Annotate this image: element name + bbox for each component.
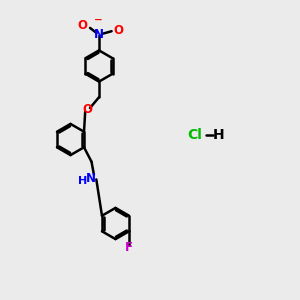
Text: N: N <box>86 172 96 185</box>
Text: −: − <box>94 14 103 25</box>
Text: O: O <box>77 19 87 32</box>
Text: H: H <box>78 176 87 186</box>
Text: N: N <box>94 28 104 41</box>
Text: O: O <box>82 103 93 116</box>
Text: H: H <box>213 128 225 142</box>
Text: F: F <box>125 241 133 254</box>
Text: Cl: Cl <box>188 128 202 142</box>
Text: O: O <box>114 24 124 37</box>
